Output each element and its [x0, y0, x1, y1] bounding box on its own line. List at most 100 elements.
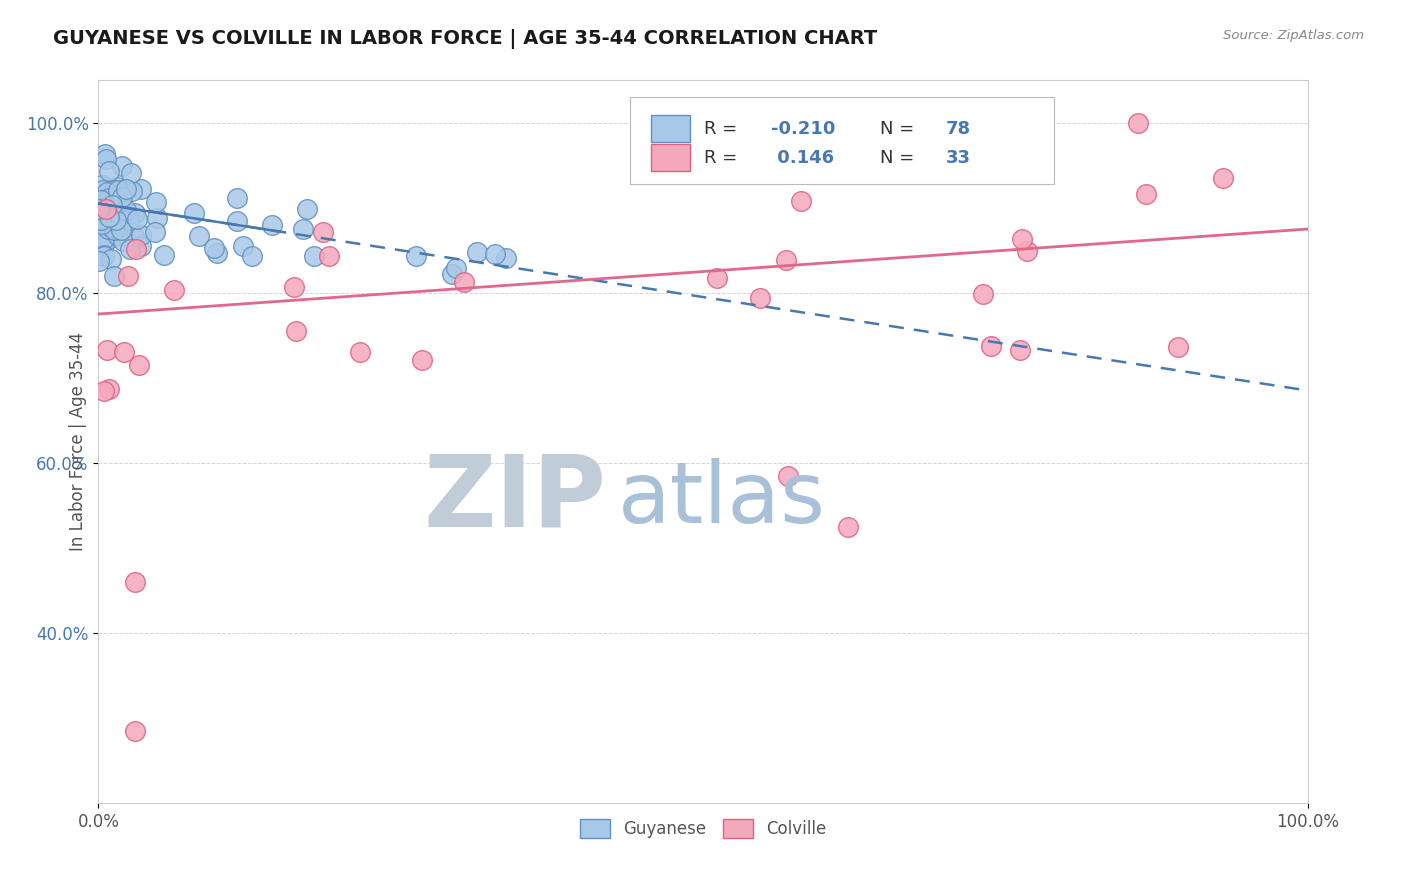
Point — [302, 249, 325, 263]
Point — [90, 213, 112, 227]
Point — [124, 723, 146, 738]
Point — [90, 201, 112, 215]
Point — [105, 228, 128, 243]
Point — [124, 205, 146, 219]
Point — [94, 147, 117, 161]
Point — [465, 245, 488, 260]
Point — [240, 249, 263, 263]
Point — [349, 345, 371, 359]
Point — [101, 197, 124, 211]
Point — [1167, 340, 1189, 354]
Point — [93, 237, 115, 252]
Point — [96, 220, 118, 235]
Text: 0.146: 0.146 — [770, 149, 834, 167]
Point — [96, 152, 118, 166]
Point — [262, 219, 284, 233]
Point — [100, 252, 122, 266]
Point — [89, 203, 111, 218]
Point — [291, 221, 314, 235]
Point — [153, 248, 176, 262]
Point — [297, 202, 319, 216]
Point — [204, 241, 226, 255]
Point — [495, 251, 517, 265]
Point — [97, 206, 120, 220]
Point — [110, 196, 132, 211]
Point — [972, 286, 994, 301]
Point — [706, 271, 728, 285]
Point — [145, 194, 167, 209]
Point — [1010, 343, 1032, 357]
Point — [90, 193, 112, 207]
Point — [283, 280, 305, 294]
Point — [1128, 116, 1150, 130]
Point — [790, 194, 813, 208]
Point — [97, 191, 120, 205]
Point — [128, 359, 150, 373]
Point — [124, 574, 146, 589]
Point — [117, 269, 139, 284]
Bar — [651, 144, 690, 171]
Point — [97, 222, 120, 236]
Point — [775, 252, 797, 267]
Point — [93, 233, 115, 247]
Point — [110, 223, 132, 237]
Point — [93, 249, 115, 263]
Point — [94, 202, 117, 217]
Point — [107, 183, 129, 197]
Point — [91, 182, 114, 196]
Bar — [651, 115, 690, 143]
Point — [97, 163, 120, 178]
Point — [97, 232, 120, 246]
Point — [96, 185, 118, 199]
Point — [187, 228, 209, 243]
Text: atlas: atlas — [619, 458, 827, 541]
Point — [1135, 187, 1157, 202]
Point — [115, 182, 138, 196]
Point — [91, 217, 114, 231]
Text: R =: R = — [704, 149, 744, 167]
Point — [96, 343, 118, 357]
Point — [118, 212, 141, 227]
Point — [980, 339, 1002, 353]
Point — [183, 206, 205, 220]
Point — [748, 291, 770, 305]
Point — [121, 184, 143, 198]
Point — [131, 182, 153, 196]
Point — [93, 384, 115, 399]
Point — [127, 211, 149, 226]
Point — [103, 183, 125, 197]
Point — [122, 230, 145, 244]
Point — [411, 353, 433, 368]
Point — [112, 344, 135, 359]
Point — [405, 249, 427, 263]
Point — [285, 324, 308, 338]
Point — [776, 468, 799, 483]
Text: GUYANESE VS COLVILLE IN LABOR FORCE | AGE 35-44 CORRELATION CHART: GUYANESE VS COLVILLE IN LABOR FORCE | AG… — [53, 29, 877, 48]
Point — [87, 202, 110, 217]
Point — [103, 268, 125, 283]
Point — [93, 248, 115, 262]
Point — [97, 211, 120, 225]
Point — [89, 254, 111, 268]
Text: 33: 33 — [946, 149, 972, 167]
Text: N =: N = — [880, 120, 920, 137]
Point — [453, 276, 475, 290]
Point — [120, 242, 142, 256]
Point — [115, 203, 138, 218]
Point — [91, 178, 114, 193]
Text: R =: R = — [704, 120, 744, 137]
Point — [97, 383, 120, 397]
Text: 78: 78 — [946, 120, 972, 137]
Point — [129, 239, 152, 253]
Text: ZIP: ZIP — [423, 450, 606, 548]
Point — [205, 245, 228, 260]
Point — [103, 223, 125, 237]
Point — [1015, 244, 1038, 258]
Point — [837, 519, 859, 533]
Legend: Guyanese, Colville: Guyanese, Colville — [574, 813, 832, 845]
Point — [143, 225, 166, 239]
Point — [225, 214, 247, 228]
Point — [111, 212, 134, 227]
Point — [101, 185, 124, 199]
Point — [105, 213, 128, 227]
